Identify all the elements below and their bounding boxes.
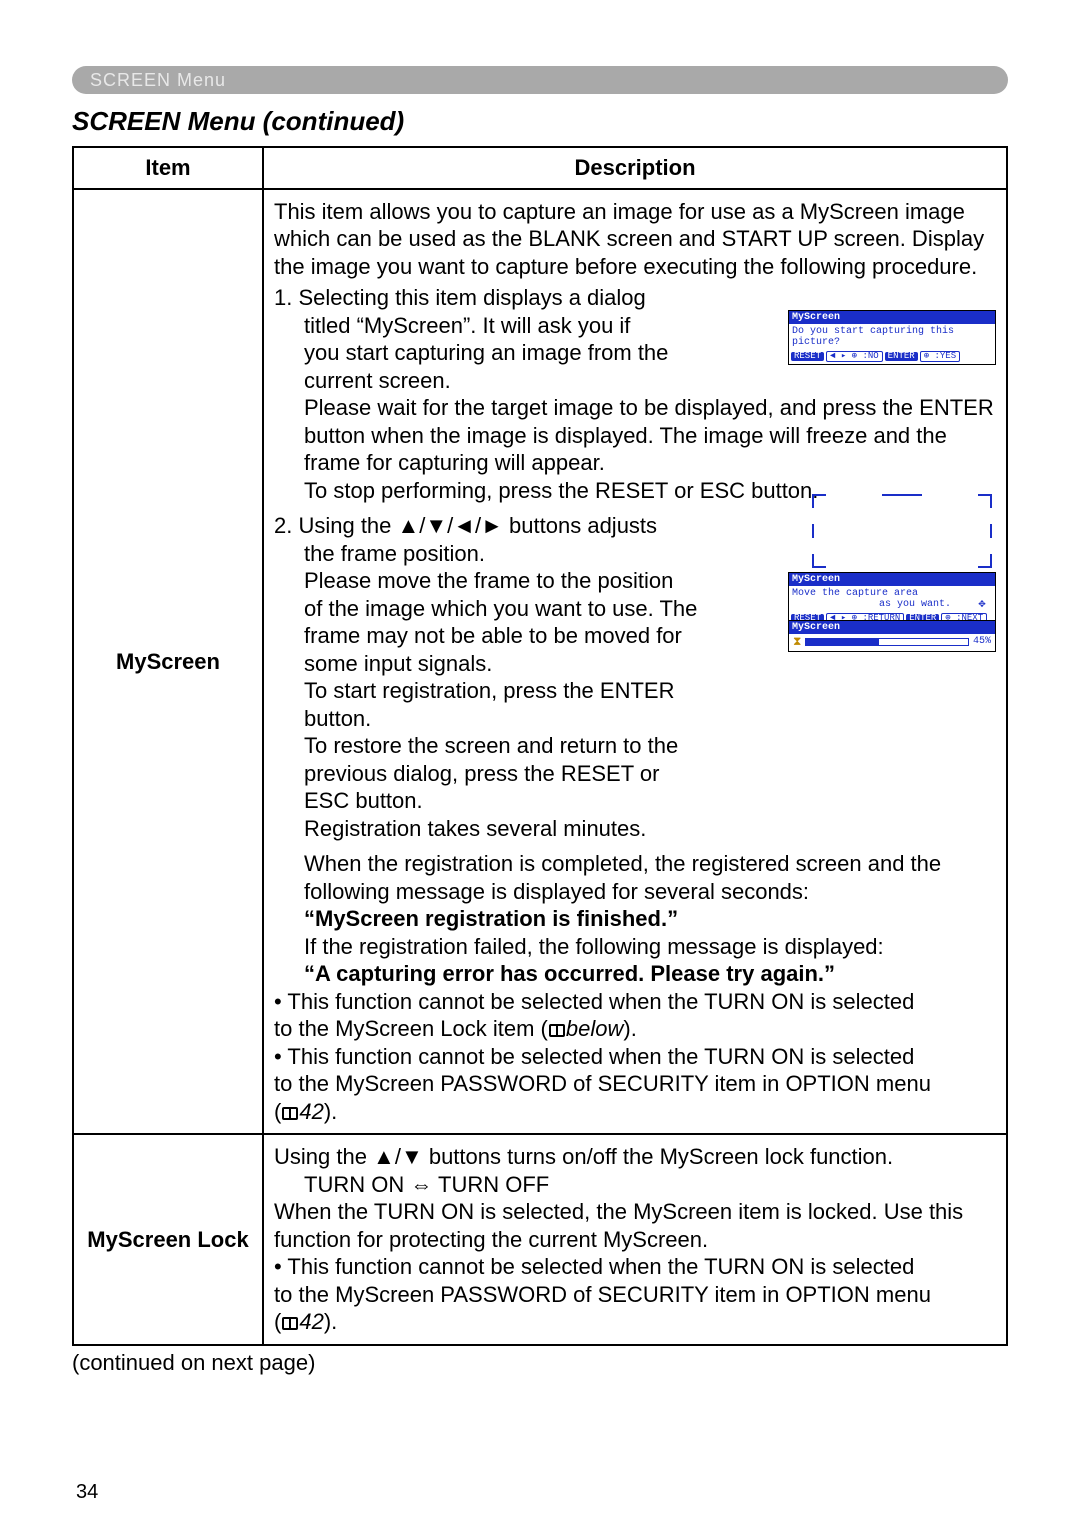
reset-pill: RESET — [791, 352, 824, 362]
dialog-title: MyScreen — [789, 621, 995, 634]
step2-l7: button. — [274, 705, 996, 733]
direction-arrows-icon: ✥ — [973, 598, 991, 612]
note2-line2: to the MyScreen PASSWORD of SECURITY ite… — [274, 1070, 996, 1098]
progress-percent: 45% — [973, 636, 991, 647]
step2-l10: ESC button. — [274, 787, 996, 815]
manual-ref-icon — [281, 1309, 299, 1334]
lock-note-a: • This function cannot be selected when … — [274, 1253, 996, 1281]
dialog-title: MyScreen — [789, 573, 995, 586]
lock-line1: Using the ▲/▼ buttons turns on/off the M… — [274, 1143, 996, 1171]
dialog-progress: MyScreen ⧗ 45% — [788, 620, 996, 652]
dialog-body: Do you start capturing this picture? — [789, 324, 995, 350]
lock-note-ref: 42 — [299, 1309, 323, 1334]
step1-lead: 1. Selecting this item displays a dialog — [274, 284, 996, 312]
table-row: MyScreen MyScreen Do you start capturing… — [73, 189, 1007, 1135]
note1-line1: • This function cannot be selected when … — [274, 988, 996, 1016]
note2-d: ). — [324, 1099, 337, 1124]
body-line1: Move the capture area — [792, 588, 918, 599]
reg-fail-msg: “A capturing error has occurred. Please … — [274, 960, 996, 988]
lock-line3: When the TURN ON is selected, the MyScre… — [274, 1198, 996, 1253]
page-number: 34 — [76, 1481, 98, 1504]
enter-pill: ENTER — [885, 352, 918, 362]
item-myscreen-lock: MyScreen Lock — [73, 1134, 263, 1345]
breadcrumb-bar: SCREEN Menu — [72, 66, 1008, 94]
lock-note-c-row: (42). — [274, 1308, 996, 1336]
note1-b: to the MyScreen Lock item ( — [274, 1016, 548, 1041]
note1-c: below — [566, 1016, 623, 1041]
reg-done-intro: When the registration is completed, the … — [274, 850, 996, 905]
table-row: MyScreen Lock Using the ▲/▼ buttons turn… — [73, 1134, 1007, 1345]
lock-note-d: ). — [324, 1309, 337, 1334]
capture-frame-preview — [812, 494, 992, 568]
note2-line1: • This function cannot be selected when … — [274, 1043, 996, 1071]
nav-yes: ⊕ :YES — [920, 351, 960, 363]
step2-l11: Registration takes several minutes. — [274, 815, 996, 843]
dialog-title: MyScreen — [789, 311, 995, 324]
reg-done-msg: “MyScreen registration is finished.” — [274, 905, 996, 933]
item-myscreen: MyScreen — [73, 189, 263, 1135]
continued-note: (continued on next page) — [72, 1350, 315, 1376]
step2-l6: To start registration, press the ENTER — [274, 677, 996, 705]
intro-text: This item allows you to capture an image… — [274, 198, 996, 281]
note1-d: ). — [623, 1016, 636, 1041]
breadcrumb: SCREEN Menu — [90, 70, 226, 91]
step1-body-l3: current screen. — [274, 367, 996, 395]
step2-l5: some input signals. — [274, 650, 996, 678]
progress-bar-fill — [806, 639, 879, 645]
step2-l8: To restore the screen and return to the — [274, 732, 996, 760]
screen-menu-table: Item Description MyScreen MyScreen Do yo… — [72, 146, 1008, 1346]
body-line2: as you want. — [792, 599, 971, 610]
step2-l9: previous dialog, press the RESET or — [274, 760, 996, 788]
nav-no: ◄ ▸ ⊕ :NO — [826, 351, 883, 363]
progress-row: ⧗ 45% — [789, 634, 995, 651]
section-title: SCREEN Menu (continued) — [72, 106, 404, 137]
note2-ref: 42 — [299, 1099, 323, 1124]
dialog-footer: RESET ◄ ▸ ⊕ :NO ENTER ⊕ :YES — [789, 350, 995, 365]
header-item: Item — [73, 147, 263, 189]
desc-myscreen: MyScreen Do you start capturing this pic… — [263, 189, 1007, 1135]
lock-line2: TURN ON ⇔ TURN OFF — [274, 1171, 996, 1199]
manual-ref-icon — [281, 1099, 299, 1124]
progress-bar — [805, 638, 969, 646]
header-description: Description — [263, 147, 1007, 189]
step1-para: Please wait for the target image to be d… — [274, 394, 996, 477]
hourglass-icon: ⧗ — [793, 636, 801, 648]
note2-line3: (42). — [274, 1098, 996, 1126]
dialog-body: Move the capture area as you want. ✥ — [789, 586, 995, 612]
reg-fail-intro: If the registration failed, the followin… — [274, 933, 996, 961]
dialog-capture-prompt: MyScreen Do you start capturing this pic… — [788, 310, 996, 366]
lock-note-b: to the MyScreen PASSWORD of SECURITY ite… — [274, 1281, 996, 1309]
note1-line2: to the MyScreen Lock item ( below). — [274, 1015, 996, 1043]
table-header-row: Item Description — [73, 147, 1007, 189]
desc-myscreen-lock: Using the ▲/▼ buttons turns on/off the M… — [263, 1134, 1007, 1345]
manual-ref-icon — [548, 1016, 566, 1041]
